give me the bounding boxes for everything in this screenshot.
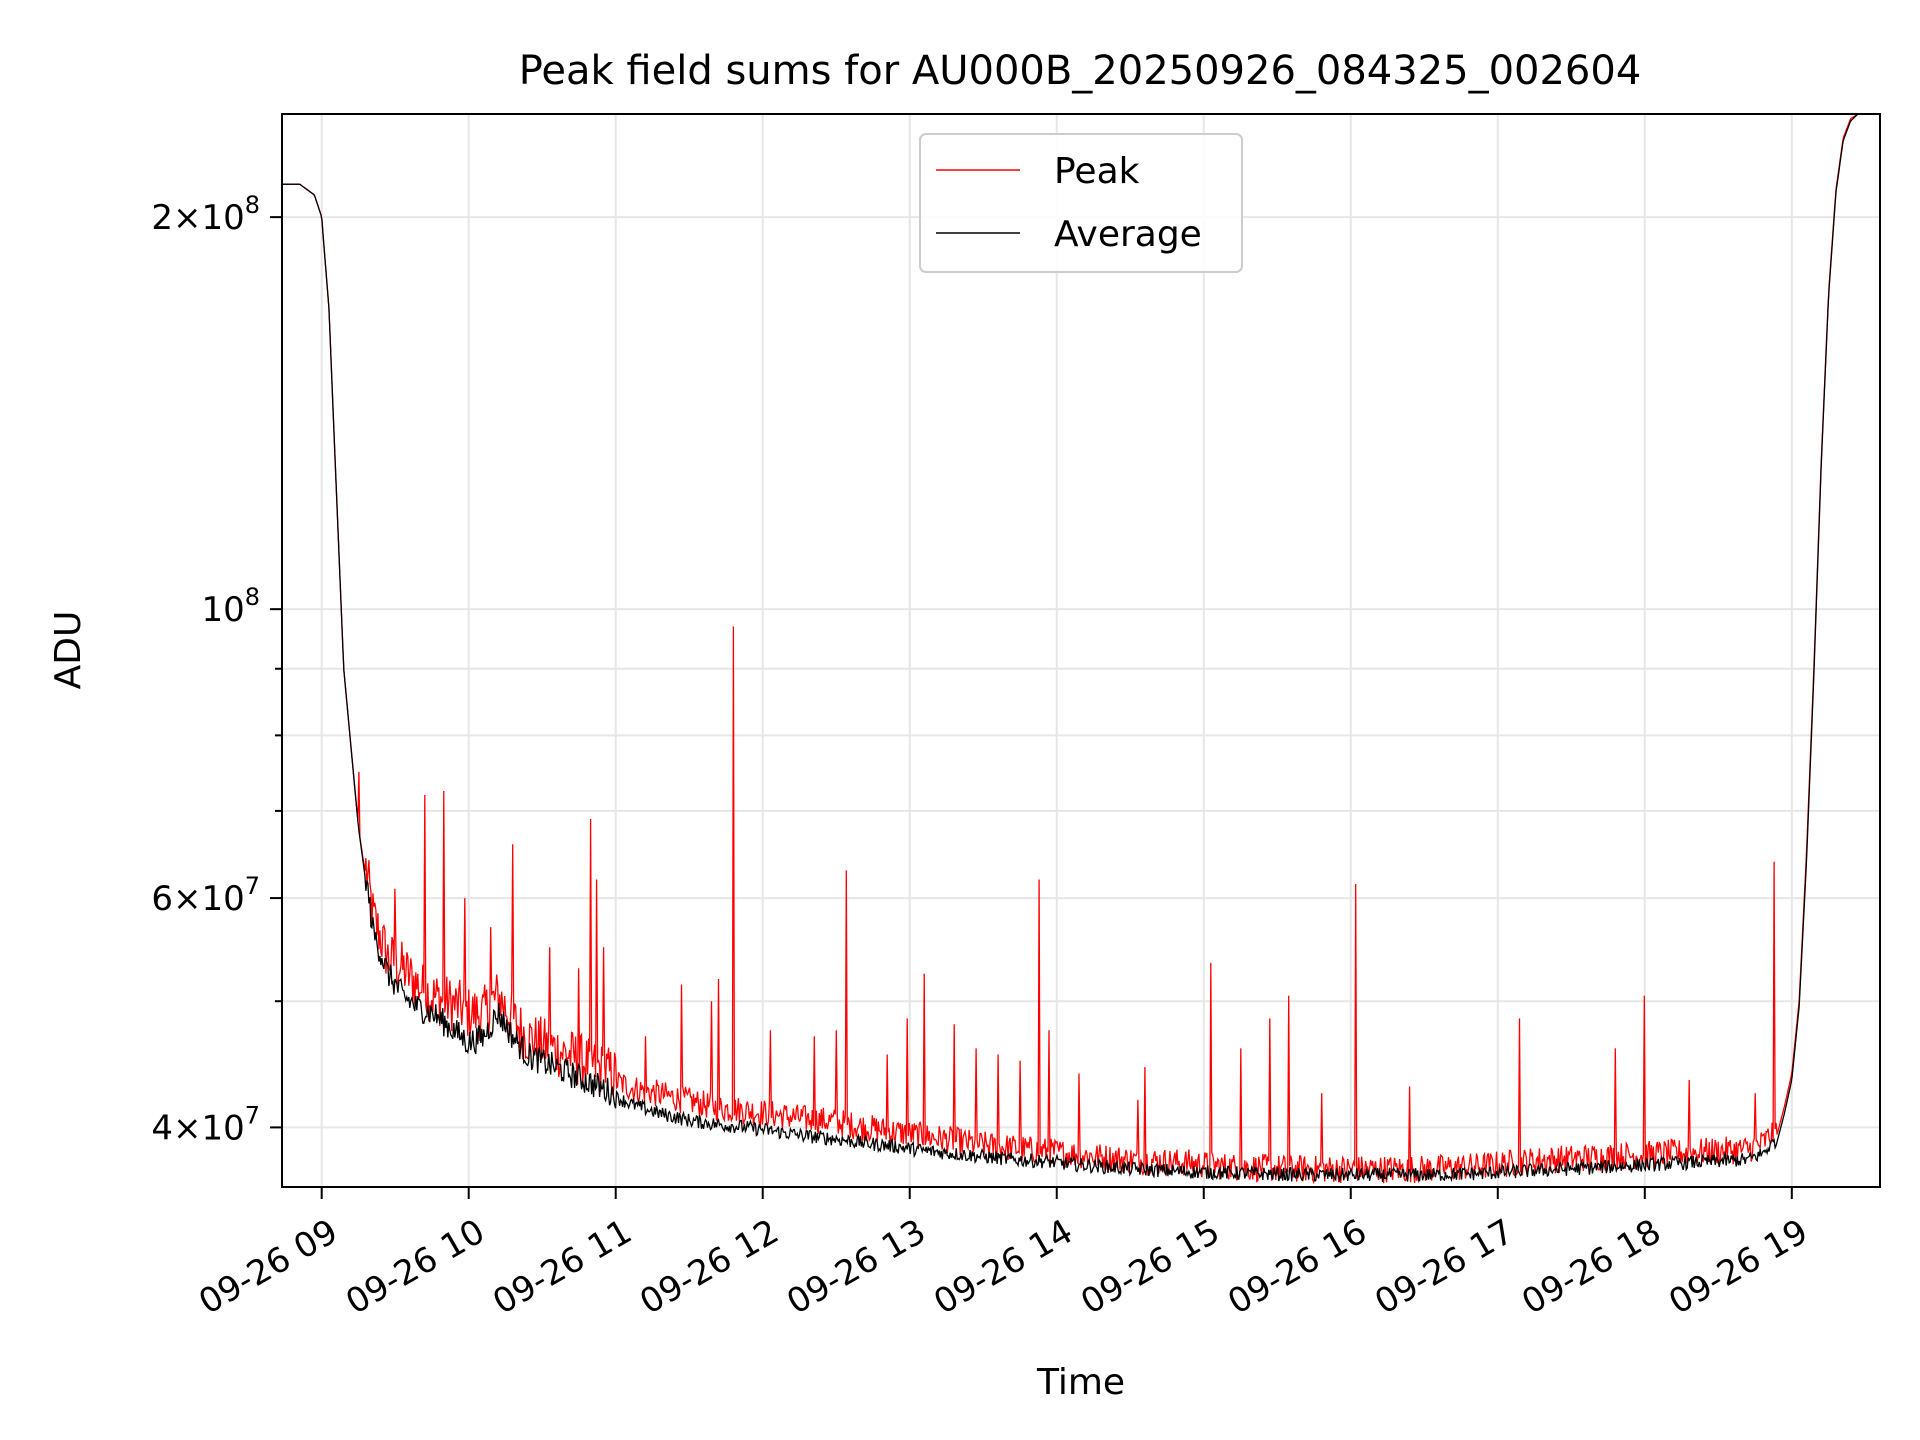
x-tick-label: 09-26 15 (1074, 1212, 1226, 1323)
series-peak-line (282, 114, 1880, 1185)
x-axis-label: Time (1036, 1362, 1125, 1403)
legend-average-label: Average (1054, 214, 1202, 255)
x-tick-label: 09-26 13 (780, 1212, 932, 1323)
x-tick-label: 09-26 09 (192, 1212, 344, 1323)
y-tick-label: 108 (201, 583, 260, 630)
series-layer (282, 114, 1880, 1185)
chart-title: Peak field sums for AU000B_20250926_0843… (519, 48, 1642, 94)
x-tick-label: 09-26 12 (633, 1212, 785, 1323)
y-axis-label: ADU (48, 611, 89, 690)
x-tick-label: 09-26 10 (339, 1212, 491, 1323)
legend-peak-label: Peak (1054, 151, 1140, 192)
series-average-line (282, 114, 1880, 1183)
y-tick-label: 2×108 (151, 191, 260, 238)
x-tick-label: 09-26 17 (1368, 1212, 1520, 1323)
x-tick-label: 09-26 19 (1662, 1212, 1814, 1323)
x-tick-label: 09-26 14 (927, 1212, 1079, 1323)
x-tick-label: 09-26 11 (486, 1212, 638, 1323)
plot-frame (281, 113, 1881, 1188)
x-tick-label: 09-26 18 (1515, 1212, 1667, 1323)
y-axis: 4×107 6×107 108 2×108 (151, 191, 282, 1148)
legend: Peak Average (919, 133, 1243, 273)
legend-box (919, 133, 1243, 273)
y-tick-label: 4×107 (151, 1101, 260, 1148)
x-tick-label: 09-26 16 (1221, 1212, 1373, 1323)
grid-layer (282, 114, 1880, 1187)
y-tick-label: 6×107 (151, 872, 260, 919)
